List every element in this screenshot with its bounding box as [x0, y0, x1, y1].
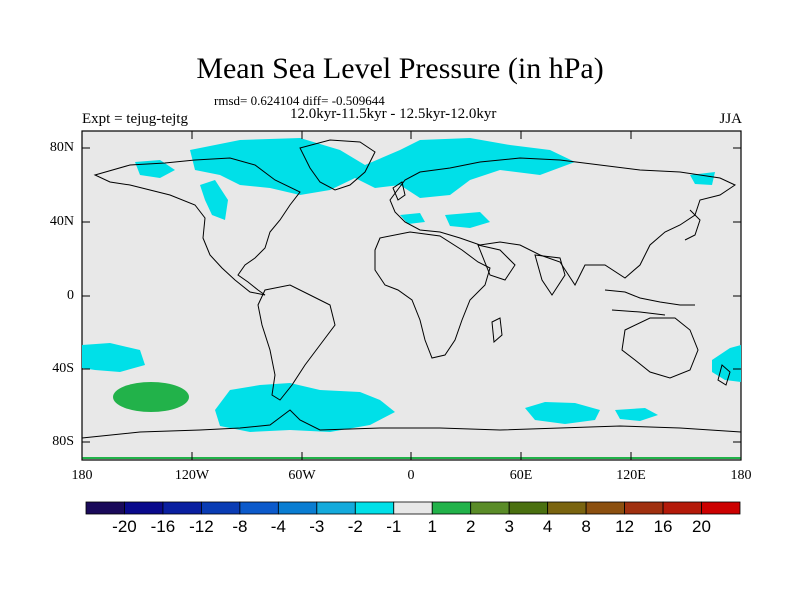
colorbar-swatch: [701, 501, 741, 515]
colorbar-swatch: [431, 501, 472, 515]
colorbar-swatch: [162, 501, 202, 515]
colorbar-swatch: [124, 501, 164, 515]
lat-tick-label: 0: [67, 288, 74, 303]
lat-tick-label: 40N: [49, 214, 74, 229]
lon-tick-label: 120E: [616, 468, 646, 483]
experiment-label: Expt = tejug-tejtg: [82, 111, 188, 127]
lon-tick-label: 0: [407, 468, 415, 483]
anomaly-region-caspian: [445, 212, 490, 228]
colorbar-label: 16: [653, 517, 673, 536]
anomaly-region-indian-ocean: [525, 402, 600, 424]
coastline-arabia: [477, 244, 516, 281]
colorbar: [85, 501, 741, 515]
colorbar-swatch: [624, 501, 664, 515]
coastline-australia: [621, 317, 699, 379]
colorbar-swatch: [662, 501, 702, 515]
coastline-new-zealand: [717, 364, 731, 386]
colorbar-swatch: [393, 501, 433, 515]
map-title: Mean Sea Level Pressure (in hPa): [196, 52, 604, 85]
stats-line: rmsd= 0.624104 diff= -0.509644: [214, 93, 385, 108]
anomaly-region-nw-pacific: [690, 172, 715, 185]
colorbar-label: -1: [386, 517, 402, 536]
coastline-india: [534, 254, 566, 296]
coastline-antarctica: [81, 409, 742, 439]
colorbar-swatch: [470, 501, 510, 515]
coastlines: [81, 139, 742, 439]
colorbar-label: 1: [427, 517, 437, 536]
season-label: JJA: [719, 111, 742, 127]
colorbar-label: -20: [112, 517, 137, 536]
colorbar-swatch: [239, 501, 279, 515]
coastline-eurasia: [389, 157, 737, 287]
anomaly-region-east-indian: [615, 408, 658, 421]
colorbar-label: -2: [347, 517, 363, 536]
lon-tick-label: 60W: [288, 468, 316, 483]
colorbar-label: 8: [581, 517, 591, 536]
colorbar-label: -3: [309, 517, 325, 536]
colorbar-swatch: [508, 501, 549, 515]
colorbar-label: 20: [692, 517, 711, 536]
anomaly-region-south-pacific-east: [712, 345, 741, 382]
colorbar-label: -12: [189, 517, 214, 536]
anomaly-region-pacific-nw: [200, 180, 228, 220]
colorbar-label: -8: [232, 517, 248, 536]
colorbar-swatch: [201, 501, 241, 515]
lon-tick-label: 60E: [509, 468, 533, 483]
lon-tick-label: 120W: [174, 468, 210, 483]
axis-ticks: [81, 131, 742, 460]
colorbar-swatch: [354, 501, 395, 515]
coastline-japan: [684, 209, 701, 241]
anomaly-region-sw-pacific: [82, 343, 145, 372]
coastline-africa: [374, 231, 491, 359]
coastline-british-isles: [392, 181, 406, 201]
coastline-south-america: [257, 284, 336, 401]
colorbar-label: -4: [270, 517, 286, 536]
anomaly-region-south-america: [215, 383, 395, 432]
colorbar-label: 4: [542, 517, 553, 536]
anomaly-region-positive: [113, 382, 189, 412]
period-line: 12.0kyr-11.5kyr - 12.5kyr-12.0kyr: [290, 106, 497, 122]
colorbar-label: 2: [465, 517, 476, 536]
anomaly-region-black-sea: [400, 213, 425, 224]
lon-tick-label: 180: [71, 468, 93, 483]
lon-tick-label: 180: [730, 468, 752, 483]
colorbar-swatch: [547, 501, 587, 515]
coastline-indonesia: [604, 289, 695, 316]
colorbar-swatch: [277, 501, 318, 515]
lat-tick-label: 80N: [49, 140, 74, 155]
lat-tick-label: 40S: [52, 361, 74, 376]
anomaly-region-arctic: [190, 138, 575, 198]
coastline-north-america: [93, 157, 301, 296]
colorbar-swatch: [85, 501, 125, 515]
lat-tick-label: 80S: [52, 434, 74, 449]
colorbar-swatch: [316, 501, 356, 515]
coastline-greenland: [299, 139, 376, 191]
colorbar-label: 12: [615, 517, 635, 536]
colorbar-swatch: [585, 501, 625, 515]
coastline-madagascar: [491, 317, 503, 344]
colorbar-label: 3: [504, 517, 514, 536]
colorbar-label: -16: [150, 517, 176, 536]
negative-anomaly-regions: [82, 138, 741, 432]
